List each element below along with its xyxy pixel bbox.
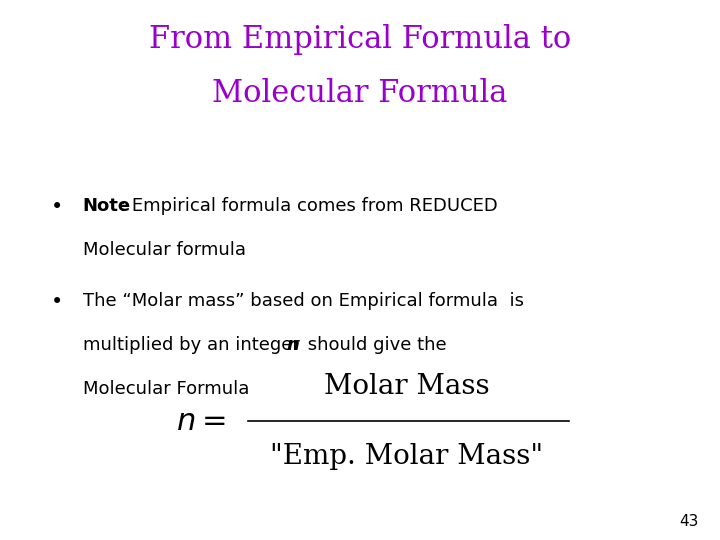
Text: •: • bbox=[50, 292, 63, 312]
Text: Note: Note bbox=[83, 197, 131, 215]
Text: The “Molar mass” based on Empirical formula  is: The “Molar mass” based on Empirical form… bbox=[83, 292, 523, 309]
Text: multiplied by an integer: multiplied by an integer bbox=[83, 336, 305, 354]
Text: should give the: should give the bbox=[302, 336, 446, 354]
Text: Molecular formula: Molecular formula bbox=[83, 241, 246, 259]
Text: From Empirical Formula to: From Empirical Formula to bbox=[149, 24, 571, 55]
Text: Molecular Formula: Molecular Formula bbox=[212, 78, 508, 109]
Text: : Empirical formula comes from REDUCED: : Empirical formula comes from REDUCED bbox=[120, 197, 498, 215]
Text: $n =$: $n =$ bbox=[176, 406, 226, 437]
Text: Molar Mass: Molar Mass bbox=[324, 373, 490, 400]
Text: Molecular Formula: Molecular Formula bbox=[83, 380, 249, 398]
Text: "Emp. Molar Mass": "Emp. Molar Mass" bbox=[270, 443, 544, 470]
Text: •: • bbox=[50, 197, 63, 217]
Text: 43: 43 bbox=[679, 514, 698, 529]
Text: n: n bbox=[287, 336, 300, 354]
